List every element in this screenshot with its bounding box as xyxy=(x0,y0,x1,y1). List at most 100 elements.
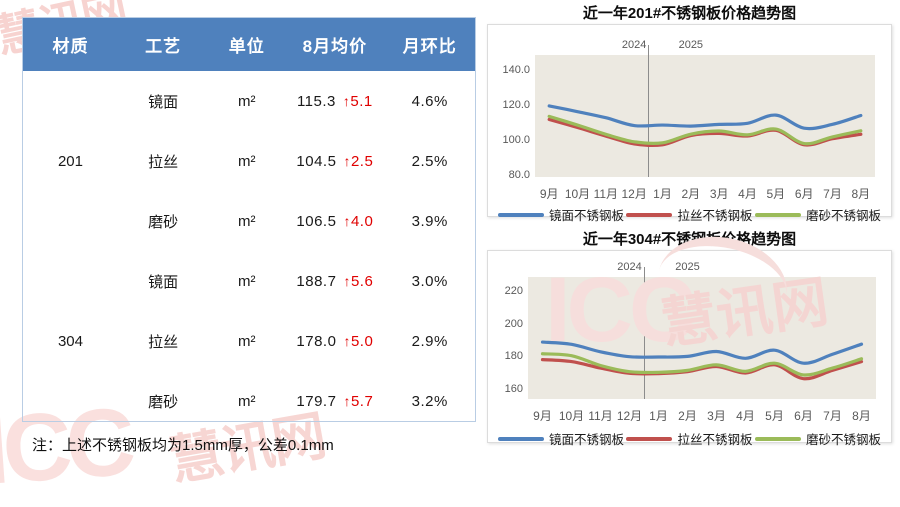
cell-unit: m² xyxy=(237,152,256,170)
arrow-up-icon: ↑ xyxy=(343,392,351,409)
x-tick-label: 2月 xyxy=(681,187,701,201)
legend-item[interactable]: 镜面不锈钢板 xyxy=(498,205,624,224)
legend-item[interactable]: 镜面不锈钢板 xyxy=(498,429,624,448)
y-tick-label: 180 xyxy=(504,350,523,363)
legend-item[interactable]: 磨砂不锈钢板 xyxy=(754,429,881,448)
cell-mom: 4.6% xyxy=(411,92,448,110)
legend-item[interactable]: 磨砂不锈钢板 xyxy=(754,205,881,224)
cell-process: 拉丝 xyxy=(148,333,179,351)
x-tick-label: 1月 xyxy=(649,409,668,423)
x-tick-label: 5月 xyxy=(765,409,784,423)
x-tick-label: 8月 xyxy=(852,409,871,423)
price-delta-value: 5.0 xyxy=(350,332,374,350)
chart-title-0: 近一年201#不锈钢板价格趋势图 xyxy=(582,5,797,22)
avg-price-value: 178.0 xyxy=(296,332,337,350)
cell-unit: m² xyxy=(237,392,256,410)
x-tick-label: 11月 xyxy=(588,409,613,423)
cell-material: 201 xyxy=(57,152,83,170)
year-annotation: 2025 xyxy=(678,39,704,51)
chart-card-0: 80.0 100.0 120.0 140.0 9月 10月 11月 12月 1月 2月 3月 4月 5月… xyxy=(487,24,892,223)
price-delta: ↑5.7 xyxy=(343,393,373,410)
avg-price-value: 179.7 xyxy=(296,392,337,410)
price-delta: ↑4.0 xyxy=(343,213,373,230)
year-annotation: 2024 xyxy=(617,261,642,273)
cell-mom: 3.0% xyxy=(411,272,448,290)
arrow-up-icon: ↑ xyxy=(342,92,351,109)
header-unit: 单位 xyxy=(208,18,286,71)
cell-mom: 3.2% xyxy=(411,392,448,410)
cell-process: 镜面 xyxy=(148,93,179,111)
legend-swatch-icon xyxy=(626,436,673,441)
x-tick-label: 7月 xyxy=(823,409,842,423)
table-body: 201 镜面 m² 115.3 ↑5.1 4.6% 拉丝 m² 104.5 ↑2.5 2.5% 磨砂 m… xyxy=(23,71,475,431)
x-tick-label: 11月 xyxy=(593,187,619,201)
x-tick-label: 10月 xyxy=(564,187,591,201)
legend-label: 拉丝不锈钢板 xyxy=(677,433,753,447)
price-delta-value: 5.1 xyxy=(350,92,373,110)
legend-label: 磨砂不锈钢板 xyxy=(805,433,881,447)
cell-process: 拉丝 xyxy=(148,153,179,171)
y-tick-label: 80.0 xyxy=(508,169,530,181)
header-process: 工艺 xyxy=(117,18,209,71)
x-tick-label: 12月 xyxy=(621,187,647,201)
chart-title-1: 近一年304#不锈钢板价格趋势图 xyxy=(582,231,797,248)
legend-item[interactable]: 拉丝不锈钢板 xyxy=(626,205,753,224)
price-delta: ↑5.0 xyxy=(343,333,373,350)
x-tick-label: 9月 xyxy=(533,409,552,423)
plot-area-1 xyxy=(528,277,876,399)
cell-process: 磨砂 xyxy=(148,213,179,231)
header-material: 材质 xyxy=(23,18,118,71)
avg-price-value: 115.3 xyxy=(296,92,336,110)
series-layer-0 xyxy=(547,104,863,148)
year-annotation: 2024 xyxy=(621,39,647,51)
header-avg-price: 8月均价 xyxy=(285,18,385,71)
year-divider xyxy=(648,45,650,177)
arrow-up-icon: ↑ xyxy=(343,152,351,169)
chart-card-1: 160 180 200 220 9月 10月 11月 12月 1月 2月 3月 4月 5月 6月 7月 8月 2… xyxy=(487,250,892,447)
cell-avg-price: 178.0 ↑5.0 xyxy=(285,311,384,371)
cell-avg-price: 179.7 ↑5.7 xyxy=(285,371,384,431)
legend-label: 磨砂不锈钢板 xyxy=(805,209,881,223)
chart-legend-0: 镜面不锈钢板 拉丝不锈钢板 磨砂不锈钢板 xyxy=(498,205,881,224)
cell-unit: m² xyxy=(237,272,256,290)
price-table-container: 材质 工艺 单位 8月均价 月环比 201 镜面 m² 115.3 ↑5.1 4.6% 拉丝… xyxy=(22,17,476,422)
series-line-0 xyxy=(540,340,864,365)
x-tick-label: 2月 xyxy=(678,409,697,423)
table-row: 201 镜面 m² 115.3 ↑5.1 4.6% xyxy=(23,71,475,170)
header-mom: 月环比 xyxy=(384,18,475,71)
legend-swatch-icon xyxy=(498,212,544,217)
legend-swatch-icon xyxy=(498,436,544,441)
cell-unit: m² xyxy=(237,332,256,350)
x-tick-label: 12月 xyxy=(616,409,643,423)
cell-avg-price: 106.5 ↑4.0 xyxy=(285,191,384,251)
cell-process: 镜面 xyxy=(148,273,179,291)
y-tick-label: 140.0 xyxy=(502,64,530,77)
price-delta-value: 4.0 xyxy=(350,212,374,230)
x-tick-label: 4月 xyxy=(738,187,757,201)
cell-avg-price: 115.3 ↑5.1 xyxy=(285,71,384,131)
x-tick-label: 7月 xyxy=(823,187,842,201)
legend-swatch-icon xyxy=(754,436,801,441)
y-tick-label: 220 xyxy=(504,285,523,298)
x-tick-label: 5月 xyxy=(766,187,786,201)
legend-swatch-icon xyxy=(626,212,673,217)
x-tick-label: 10月 xyxy=(558,409,585,423)
legend-item[interactable]: 拉丝不锈钢板 xyxy=(626,429,753,448)
table-row: 磨砂 m² 179.7 ↑5.7 3.2% xyxy=(23,371,475,431)
table-row: 拉丝 m² 104.5 ↑2.5 2.5% xyxy=(23,131,475,191)
price-delta-value: 2.5 xyxy=(350,152,374,170)
cell-avg-price: 104.5 ↑2.5 xyxy=(285,131,384,191)
x-tick-label: 3月 xyxy=(709,187,729,201)
avg-price-value: 106.5 xyxy=(296,212,337,230)
table-row: 304 镜面 m² 188.7 ↑5.6 3.0% xyxy=(23,251,475,350)
series-line-2 xyxy=(540,352,864,377)
cell-mom: 2.5% xyxy=(411,152,448,170)
arrow-up-icon: ↑ xyxy=(343,212,351,229)
arrow-up-icon: ↑ xyxy=(343,332,351,349)
legend-label: 镜面不锈钢板 xyxy=(549,209,625,223)
x-tick-label: 6月 xyxy=(794,187,814,201)
table-row: 拉丝 m² 178.0 ↑5.0 2.9% xyxy=(23,311,475,371)
avg-price-value: 188.7 xyxy=(296,272,337,290)
year-annotation: 2025 xyxy=(675,261,700,273)
